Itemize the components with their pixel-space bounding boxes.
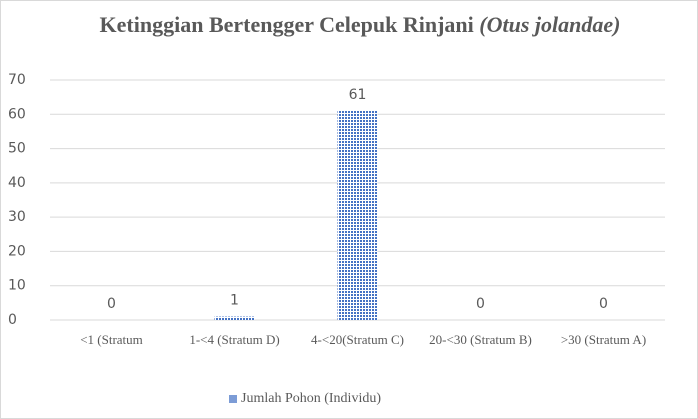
- data-label: 0: [599, 296, 608, 312]
- legend-label: Jumlah Pohon (Individu): [241, 391, 381, 406]
- x-tick-label: 20-<30 (Stratum B): [429, 332, 532, 347]
- data-label: 0: [476, 296, 485, 312]
- bar: [337, 110, 378, 320]
- y-tick-label: 60: [8, 106, 26, 122]
- data-label: 61: [349, 87, 367, 103]
- y-tick-label: 20: [8, 243, 26, 259]
- title-species: (Otus jolandae): [479, 12, 621, 37]
- chart-title: Ketinggian Bertengger Celepuk Rinjani (O…: [95, 12, 625, 38]
- x-tick-label: <1 (Stratum: [80, 332, 143, 347]
- y-tick-label: 70: [8, 72, 26, 88]
- x-tick-label: 1-<4 (Stratum D): [189, 332, 280, 347]
- data-label: 1: [230, 293, 239, 309]
- x-tick-label: 4-<20(Stratum C): [311, 332, 404, 347]
- x-tick-label: >30 (Stratum A): [560, 332, 647, 347]
- y-tick-label: 30: [8, 209, 26, 225]
- title-text: Ketinggian Bertengger Celepuk Rinjani: [99, 12, 474, 37]
- legend-swatch: [229, 395, 237, 403]
- data-label: 0: [107, 296, 116, 312]
- y-tick-label: 10: [8, 278, 26, 294]
- y-tick-label: 40: [8, 175, 26, 191]
- y-tick-label: 50: [8, 141, 26, 157]
- y-tick-label: 0: [8, 312, 17, 328]
- legend: Jumlah Pohon (Individu): [229, 391, 381, 407]
- bar: [214, 316, 255, 320]
